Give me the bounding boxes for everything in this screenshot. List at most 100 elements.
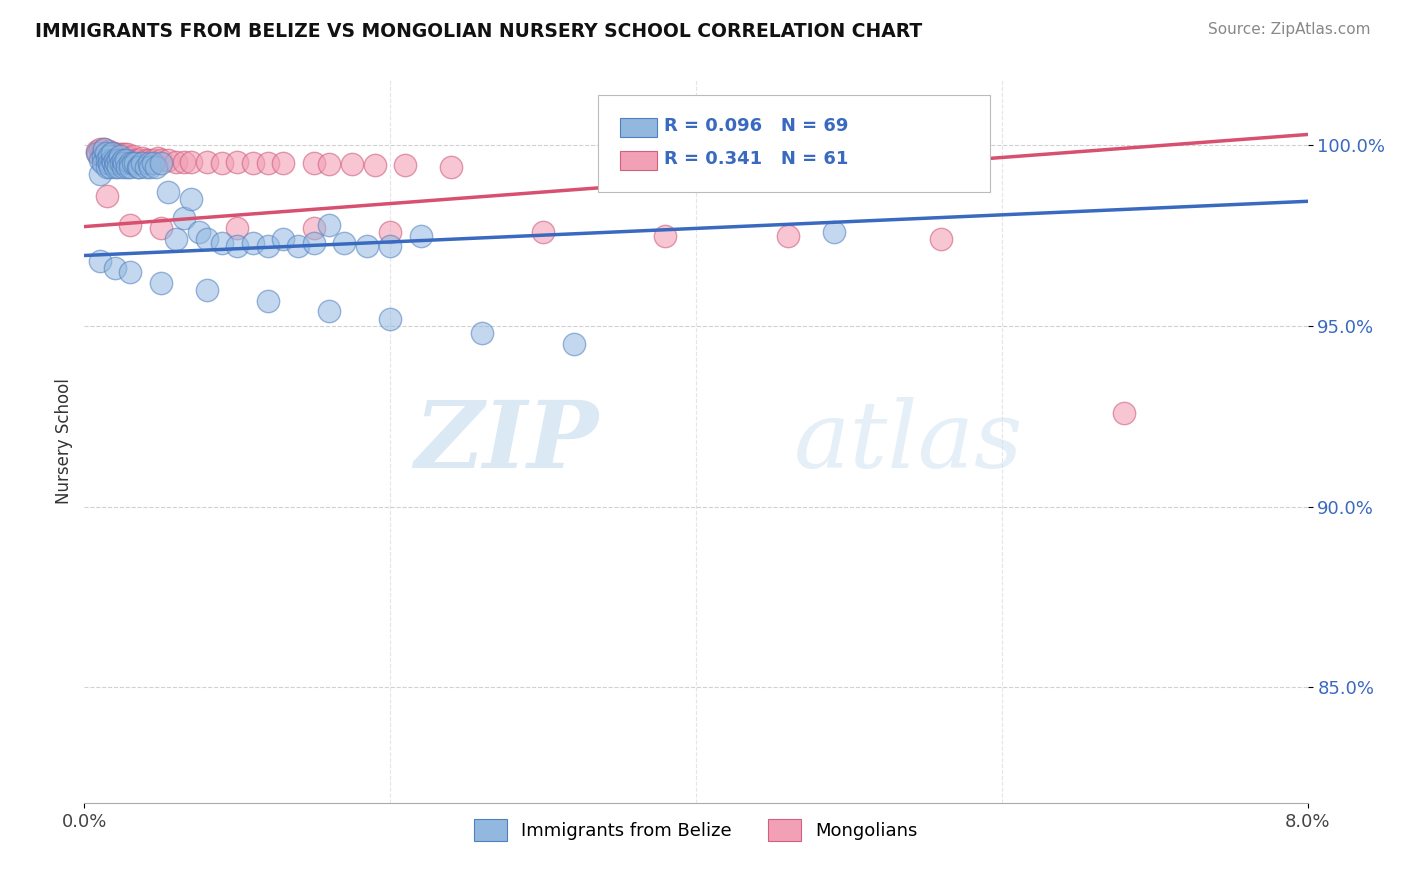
Point: [340, 157, 363, 171]
Point: [226, 221, 249, 235]
Point: [101, 149, 124, 163]
Point: [120, 151, 142, 165]
Point: [302, 235, 325, 250]
Point: [104, 147, 127, 161]
Point: [138, 156, 160, 170]
Point: [409, 228, 432, 243]
Point: [180, 193, 202, 207]
Point: [188, 225, 211, 239]
Point: [127, 153, 149, 167]
Point: [87, 147, 110, 161]
Text: R = 0.341   N = 61: R = 0.341 N = 61: [664, 150, 849, 168]
Point: [364, 158, 387, 172]
Point: [96, 153, 118, 167]
Point: [1114, 406, 1136, 420]
Point: [122, 149, 145, 163]
Point: [146, 151, 169, 165]
Point: [165, 232, 187, 246]
Point: [105, 156, 128, 170]
Point: [107, 160, 129, 174]
Point: [195, 283, 218, 297]
Point: [471, 326, 494, 341]
Text: ZIP: ZIP: [413, 397, 598, 486]
Point: [112, 147, 135, 161]
Point: [195, 232, 218, 246]
Point: [107, 147, 129, 161]
Point: [195, 154, 218, 169]
Point: [531, 225, 554, 239]
Point: [93, 142, 115, 156]
Text: R = 0.096   N = 69: R = 0.096 N = 69: [664, 117, 849, 135]
Point: [98, 147, 121, 161]
Text: atlas: atlas: [794, 397, 1024, 486]
Point: [101, 153, 124, 167]
Point: [96, 160, 118, 174]
Point: [94, 145, 117, 160]
Point: [89, 167, 111, 181]
Point: [157, 186, 180, 200]
Point: [115, 147, 138, 161]
Point: [440, 160, 463, 174]
Point: [145, 160, 167, 174]
Point: [562, 337, 585, 351]
Point: [356, 239, 378, 253]
Point: [97, 144, 120, 158]
Bar: [620, 118, 657, 136]
Point: [120, 156, 142, 170]
Point: [89, 153, 111, 167]
Point: [122, 156, 145, 170]
Point: [149, 276, 172, 290]
Point: [86, 145, 108, 160]
Point: [131, 151, 153, 165]
Legend: Immigrants from Belize, Mongolians: Immigrants from Belize, Mongolians: [467, 812, 925, 848]
Point: [257, 293, 280, 308]
Point: [124, 153, 146, 167]
Point: [115, 160, 138, 174]
Point: [257, 156, 280, 170]
Point: [111, 149, 134, 163]
Point: [242, 235, 264, 250]
Point: [211, 156, 233, 170]
Text: Source: ZipAtlas.com: Source: ZipAtlas.com: [1208, 22, 1371, 37]
Point: [394, 158, 416, 172]
Point: [776, 228, 799, 243]
Point: [104, 153, 127, 167]
Point: [287, 239, 309, 253]
Point: [302, 156, 325, 170]
Point: [110, 156, 132, 170]
Point: [318, 304, 340, 318]
Point: [93, 142, 115, 156]
Point: [180, 154, 202, 169]
Point: [96, 147, 118, 161]
Point: [89, 254, 111, 268]
Point: [111, 160, 134, 174]
Point: [127, 160, 149, 174]
Point: [380, 225, 402, 239]
Point: [120, 218, 142, 232]
Point: [101, 145, 124, 160]
Point: [139, 160, 162, 174]
Point: [91, 156, 114, 170]
Point: [97, 156, 120, 170]
Point: [114, 153, 136, 167]
Bar: [620, 151, 657, 169]
Point: [94, 145, 117, 160]
Point: [96, 189, 118, 203]
Point: [131, 156, 153, 170]
Point: [318, 157, 340, 171]
Point: [149, 221, 172, 235]
Point: [929, 232, 952, 246]
Point: [226, 154, 249, 169]
Point: [104, 149, 127, 163]
Point: [380, 311, 402, 326]
Point: [142, 153, 165, 167]
Point: [142, 156, 165, 170]
Point: [111, 153, 134, 167]
Point: [111, 151, 134, 165]
Point: [120, 265, 142, 279]
Point: [108, 151, 131, 165]
FancyBboxPatch shape: [598, 95, 990, 193]
Point: [104, 160, 127, 174]
Point: [107, 153, 129, 167]
Point: [257, 239, 280, 253]
